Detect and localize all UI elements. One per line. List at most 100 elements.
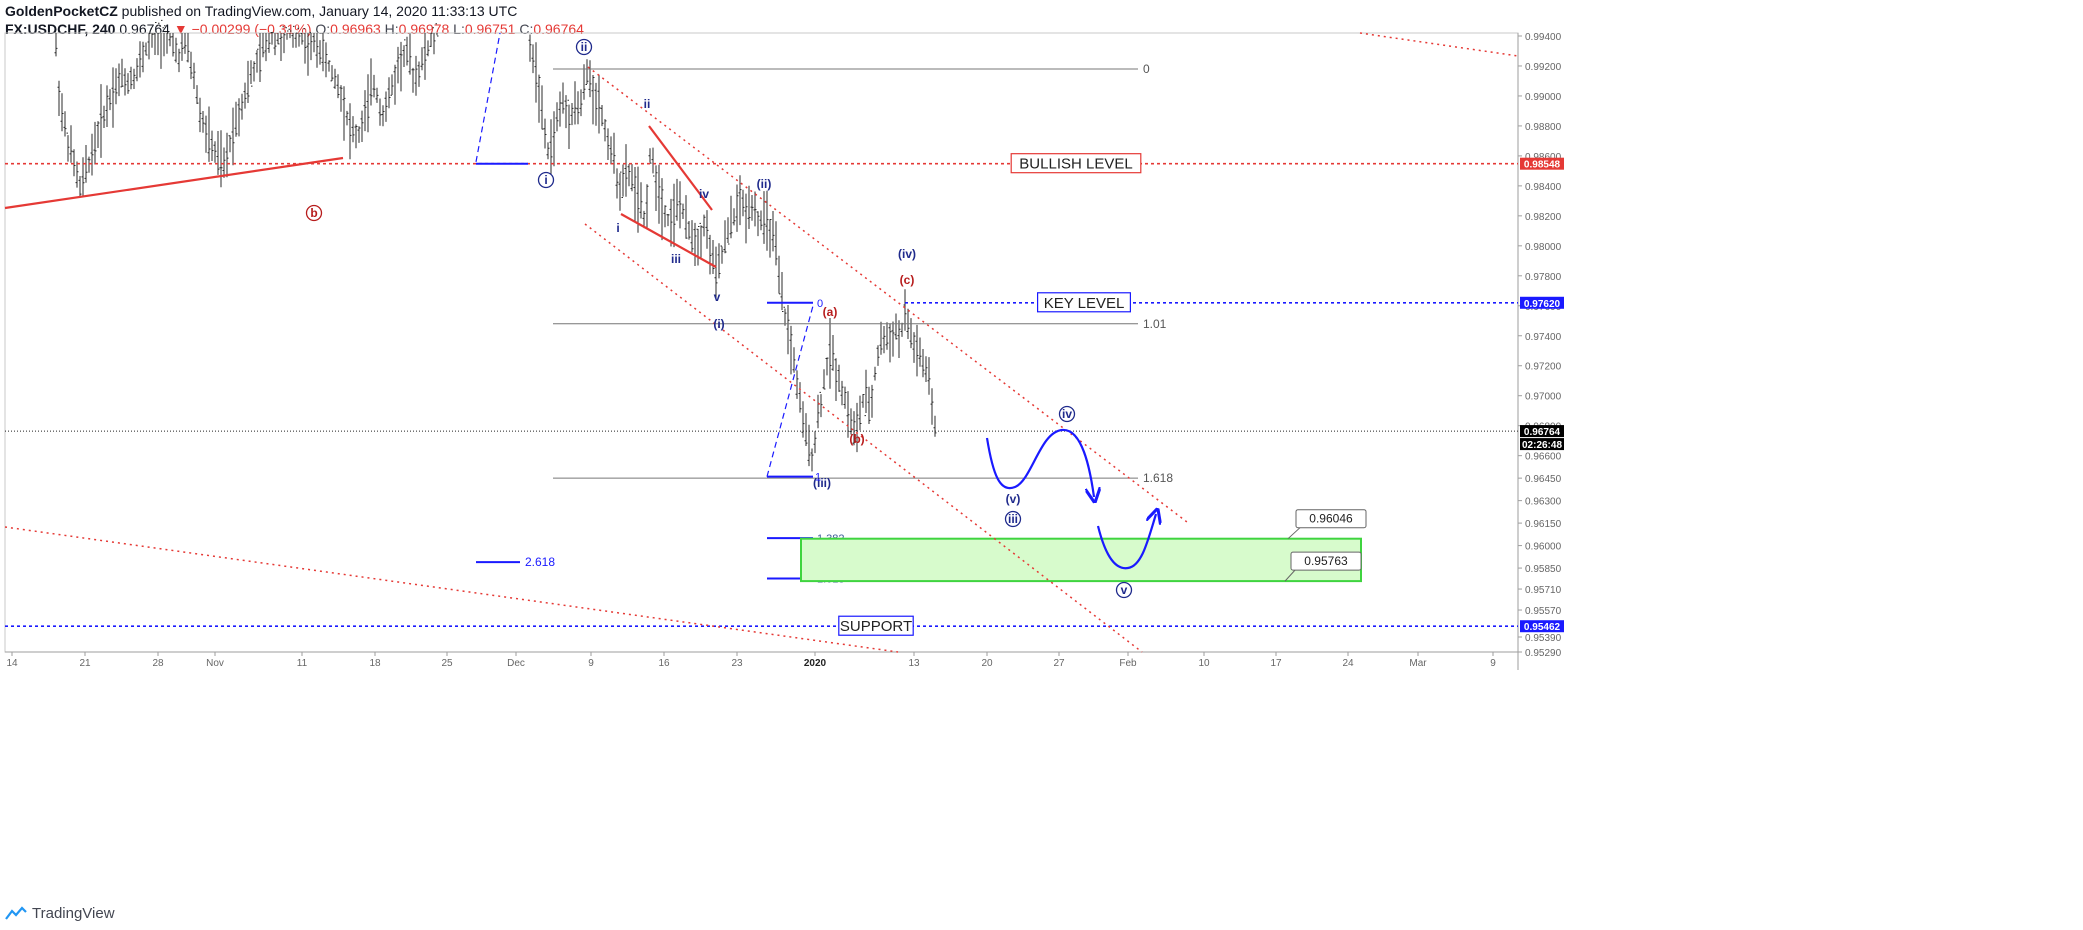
price-tick-label: 0.98200 bbox=[1525, 212, 1562, 223]
price-chart[interactable]: BULLISH LEVEL KEY LEVEL SUPPORT 0 1.01 1.618 0… bbox=[0, 0, 2083, 900]
time-tick-label: 11 bbox=[297, 658, 308, 669]
upper-long-channel bbox=[1359, 32, 1519, 57]
tradingview-brand: TradingView bbox=[32, 904, 115, 922]
time-tick-label: 2020 bbox=[804, 658, 827, 669]
price-tag: 02:26:48 bbox=[1522, 440, 1562, 451]
target-callout-1: 0.95763 bbox=[1304, 554, 1348, 568]
wedge-upper bbox=[648, 125, 713, 211]
tradingview-logo-icon bbox=[5, 906, 27, 920]
wave-circle-18 bbox=[1115, 581, 1133, 599]
time-tick-label: Dec bbox=[507, 658, 525, 669]
wave-circle-17 bbox=[1058, 405, 1076, 423]
wave-label-8: (ii) bbox=[757, 177, 772, 191]
time-tick-label: 9 bbox=[588, 658, 594, 669]
time-tick-label: 25 bbox=[441, 658, 453, 669]
wave-circle-1 bbox=[537, 171, 555, 189]
wave-label-5: i bbox=[616, 221, 619, 235]
wave-label-10: (a) bbox=[823, 305, 838, 319]
price-tick-label: 0.96450 bbox=[1525, 474, 1562, 485]
target-zone bbox=[800, 537, 1362, 583]
price-tick-label: 0.98800 bbox=[1525, 122, 1562, 133]
wave-circle-16 bbox=[1004, 510, 1022, 528]
price-tick-label: 0.95850 bbox=[1525, 564, 1562, 575]
chart-header-publisher: GoldenPocketCZ published on TradingView.… bbox=[5, 3, 517, 19]
left-fib-label-2618: 2.618 bbox=[525, 555, 555, 569]
wedge-lower bbox=[620, 213, 717, 268]
price-tick-label: 0.95390 bbox=[1525, 633, 1562, 644]
time-tick-label: 18 bbox=[369, 658, 381, 669]
target-callout-pointer bbox=[1284, 569, 1296, 582]
wave-label-14: (iii) bbox=[813, 476, 831, 490]
time-axis: 14 21 28 Nov 11 18 25 Dec 9 16 23 2020 13 20 27 Feb 10 17… bbox=[6, 652, 1496, 669]
wave-label-2: b bbox=[310, 206, 317, 220]
bullish-level-label-box bbox=[1010, 153, 1142, 174]
time-tick-label: 21 bbox=[79, 658, 91, 669]
wave-label-18: v bbox=[1121, 583, 1128, 597]
wave-label-0: ii bbox=[581, 40, 588, 54]
time-tick-label: Mar bbox=[1409, 658, 1427, 669]
target-callout-0: 0.96046 bbox=[1309, 512, 1353, 526]
time-tick-label: 16 bbox=[658, 658, 670, 669]
wave-label-3: ii bbox=[644, 97, 651, 111]
price-tick-label: 0.95290 bbox=[1525, 648, 1562, 659]
fib-label-101: 1.01 bbox=[1143, 317, 1167, 331]
fib-label-1618: 1.618 bbox=[1143, 471, 1173, 485]
wave-b-trendline bbox=[4, 156, 344, 210]
projection-arrow-2 bbox=[1096, 514, 1156, 570]
time-tick-label: 14 bbox=[6, 658, 18, 669]
wave-label-15: (v) bbox=[1006, 492, 1021, 506]
left-fib-trend bbox=[475, 32, 501, 163]
time-tick-label: 10 bbox=[1198, 658, 1210, 669]
price-tag-bg bbox=[1520, 157, 1564, 170]
price-tick-label: 0.98400 bbox=[1525, 182, 1562, 193]
price-tick-label: 0.97000 bbox=[1525, 392, 1562, 403]
low-label: L: bbox=[453, 21, 465, 37]
fib-ext-label-1: 1 bbox=[815, 472, 821, 484]
wave-label-11: (iv) bbox=[898, 247, 916, 261]
price-axis: 0.99400 0.99200 0.99000 0.98800 0.98600 0.984… bbox=[1518, 32, 1564, 659]
price-tick-label: 0.99400 bbox=[1525, 32, 1562, 43]
price-tick-label: 0.96300 bbox=[1525, 497, 1562, 508]
time-tick-label: 13 bbox=[908, 658, 920, 669]
wave-label-4: iv bbox=[699, 187, 709, 201]
chart-frame bbox=[4, 32, 1519, 670]
wave-label-6: iii bbox=[671, 252, 681, 266]
support-level-label: SUPPORT bbox=[840, 618, 912, 635]
time-tick-label: Nov bbox=[206, 658, 224, 669]
time-tick-label: 9 bbox=[1490, 658, 1496, 669]
price-tick-label: 0.95570 bbox=[1525, 606, 1562, 617]
wave-label-1: i bbox=[544, 173, 547, 187]
wave-label-9: (i) bbox=[713, 317, 724, 331]
time-tick-label: 17 bbox=[1270, 658, 1282, 669]
price-tag: 0.96764 bbox=[1524, 427, 1561, 438]
wave-circle-0 bbox=[575, 38, 593, 56]
fib-label-0: 0 bbox=[1143, 62, 1150, 76]
time-tick-label: 20 bbox=[981, 658, 993, 669]
time-tick-label: 24 bbox=[1342, 658, 1354, 669]
wave-label-17: iv bbox=[1062, 407, 1072, 421]
price-tick-label: 0.96000 bbox=[1525, 542, 1562, 553]
time-tick-label: 28 bbox=[152, 658, 164, 669]
wave-label-13: (b) bbox=[849, 432, 864, 446]
time-tick-label: Feb bbox=[1119, 658, 1137, 669]
price-tag-bg bbox=[1520, 438, 1564, 451]
target-callout-box bbox=[1290, 551, 1362, 571]
price-tag: 0.98548 bbox=[1524, 160, 1561, 171]
published-text: published on TradingView.com, January 14… bbox=[117, 3, 518, 19]
chart-drawings: BULLISH LEVEL KEY LEVEL SUPPORT 0 1.01 1.618 0… bbox=[4, 32, 1519, 653]
price-tick-label: 0.98000 bbox=[1525, 242, 1562, 253]
fib-ext-label-0: 0 bbox=[817, 298, 823, 310]
price-tick-label: 0.95710 bbox=[1525, 585, 1562, 596]
price-tag-bg bbox=[1520, 296, 1564, 309]
support-level-label-box bbox=[838, 615, 914, 636]
price-tick-label: 0.96150 bbox=[1525, 519, 1562, 530]
price-tick-label: 0.97400 bbox=[1525, 332, 1562, 343]
wave-label-12: (c) bbox=[900, 273, 915, 287]
tradingview-footer[interactable]: TradingView bbox=[5, 902, 115, 924]
ohlc-bars bbox=[54, 19, 937, 472]
price-tag: 0.97620 bbox=[1524, 299, 1561, 310]
author-name[interactable]: GoldenPocketCZ bbox=[5, 3, 118, 19]
lower-long-channel bbox=[4, 526, 899, 653]
key-level-label: KEY LEVEL bbox=[1044, 295, 1125, 312]
key-level-label-box bbox=[1036, 292, 1131, 313]
